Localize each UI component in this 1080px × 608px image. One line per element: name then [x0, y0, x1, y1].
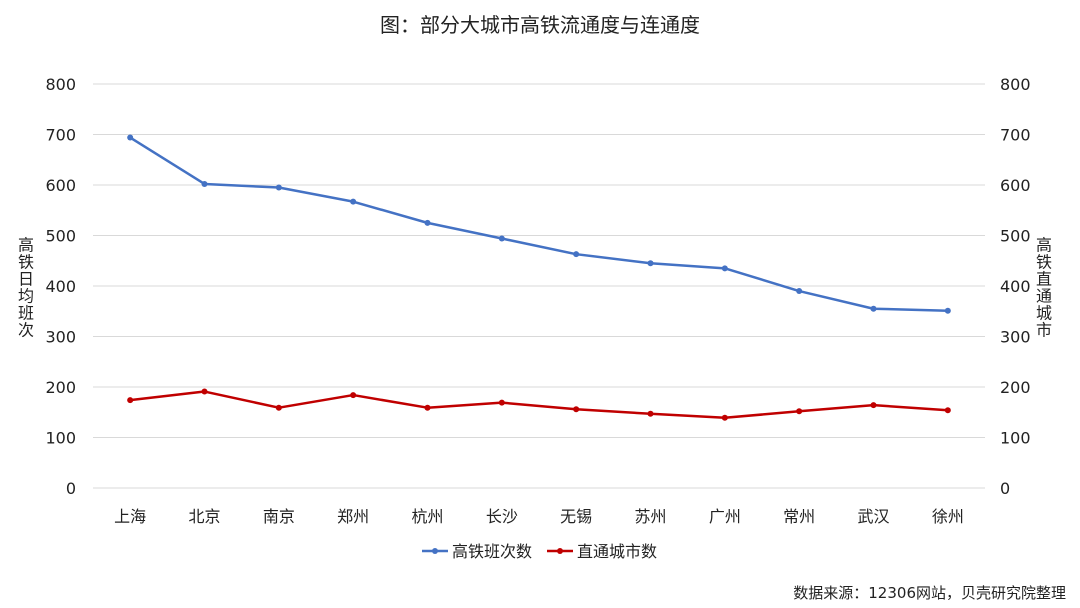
- x-tick-label: 武汉: [857, 507, 889, 526]
- data-point: [721, 414, 728, 421]
- source-note: 数据来源：12306网站，贝壳研究院整理: [793, 584, 1066, 602]
- x-tick-label: 广州: [709, 507, 741, 526]
- x-axis-ticks: 上海 北京 南京 郑州 杭州 长沙 无锡 苏州 广州 常州 武汉 徐州: [114, 507, 964, 526]
- data-point: [498, 399, 505, 406]
- y2-tick-label: 100: [1000, 429, 1031, 448]
- data-point: [275, 184, 282, 191]
- y-tick-label: 400: [45, 277, 76, 296]
- y2-tick-label: 0: [1000, 479, 1010, 498]
- x-tick-label: 常州: [783, 507, 815, 526]
- y2-axis-label-char: 市: [1036, 321, 1052, 340]
- data-point: [944, 407, 951, 414]
- x-tick-label: 长沙: [486, 507, 518, 526]
- y2-tick-label: 700: [1000, 126, 1031, 145]
- data-point: [350, 198, 357, 205]
- data-point: [275, 404, 282, 411]
- y-axis-label-char: 高: [18, 236, 34, 255]
- x-tick-label: 徐州: [932, 507, 964, 526]
- data-point: [647, 410, 654, 417]
- y-tick-label: 200: [45, 378, 76, 397]
- y-tick-label: 600: [45, 176, 76, 195]
- y2-axis-label-char: 铁: [1036, 253, 1052, 272]
- legend-marker: [432, 548, 438, 554]
- y2-tick-label: 200: [1000, 378, 1031, 397]
- legend-marker: [557, 548, 563, 554]
- y2-tick-label: 600: [1000, 176, 1031, 195]
- data-point: [127, 134, 134, 141]
- y-tick-label: 300: [45, 328, 76, 347]
- data-point: [201, 388, 208, 395]
- series-line: [130, 390, 948, 420]
- y-axis-label-char: 铁: [18, 253, 34, 272]
- legend-label: 高铁班次数: [452, 542, 532, 561]
- y2-tick-label: 500: [1000, 227, 1031, 246]
- y2-axis-label-char: 城: [1036, 304, 1052, 323]
- data-point: [573, 406, 580, 413]
- legend-label: 直通城市数: [577, 542, 657, 561]
- y2-tick-label: 800: [1000, 75, 1031, 94]
- x-tick-label: 上海: [114, 507, 146, 526]
- y-axis-ticks: 0 100 200 300 400 500 600 700 800: [45, 75, 76, 498]
- x-tick-label: 北京: [188, 507, 220, 526]
- y2-tick-label: 400: [1000, 277, 1031, 296]
- series: [127, 134, 951, 421]
- y2-axis-label-char: 高: [1036, 236, 1052, 255]
- data-point: [796, 408, 803, 415]
- y2-axis-label-char: 直: [1036, 270, 1052, 289]
- gridlines: [93, 83, 985, 489]
- series-line: [129, 136, 948, 312]
- y-tick-label: 0: [66, 479, 76, 498]
- data-point: [573, 251, 580, 258]
- y-tick-label: 100: [45, 429, 76, 448]
- data-point: [498, 235, 505, 242]
- data-point: [127, 397, 134, 404]
- y-axis-label-char: 次: [18, 321, 34, 340]
- data-point: [796, 288, 803, 295]
- data-point: [350, 392, 357, 399]
- x-tick-label: 郑州: [337, 507, 369, 526]
- data-point: [944, 307, 951, 314]
- data-point: [424, 219, 431, 226]
- chart-title: 图：部分大城市高铁流通度与连通度: [380, 13, 700, 37]
- y2-tick-label: 300: [1000, 328, 1031, 347]
- data-point: [870, 402, 877, 409]
- x-tick-label: 南京: [263, 507, 295, 526]
- x-tick-label: 苏州: [634, 507, 666, 526]
- y-axis-label-char: 日: [18, 270, 34, 289]
- data-point: [870, 305, 877, 312]
- legend: 高铁班次数 直通城市数: [422, 542, 657, 561]
- data-point: [424, 404, 431, 411]
- data-point: [647, 260, 654, 267]
- y2-axis-label-char: 通: [1036, 287, 1052, 306]
- data-point: [721, 265, 728, 272]
- y-axis-label-char: 班: [18, 304, 34, 323]
- data-point: [201, 180, 208, 187]
- y-tick-label: 500: [45, 227, 76, 246]
- x-tick-label: 无锡: [560, 507, 592, 526]
- y-axis-label-char: 均: [18, 287, 34, 306]
- x-tick-label: 杭州: [411, 507, 443, 526]
- y-tick-label: 800: [45, 75, 76, 94]
- y-tick-label: 700: [45, 126, 76, 145]
- y2-axis-ticks: 0 100 200 300 400 500 600 700 800: [1000, 75, 1031, 498]
